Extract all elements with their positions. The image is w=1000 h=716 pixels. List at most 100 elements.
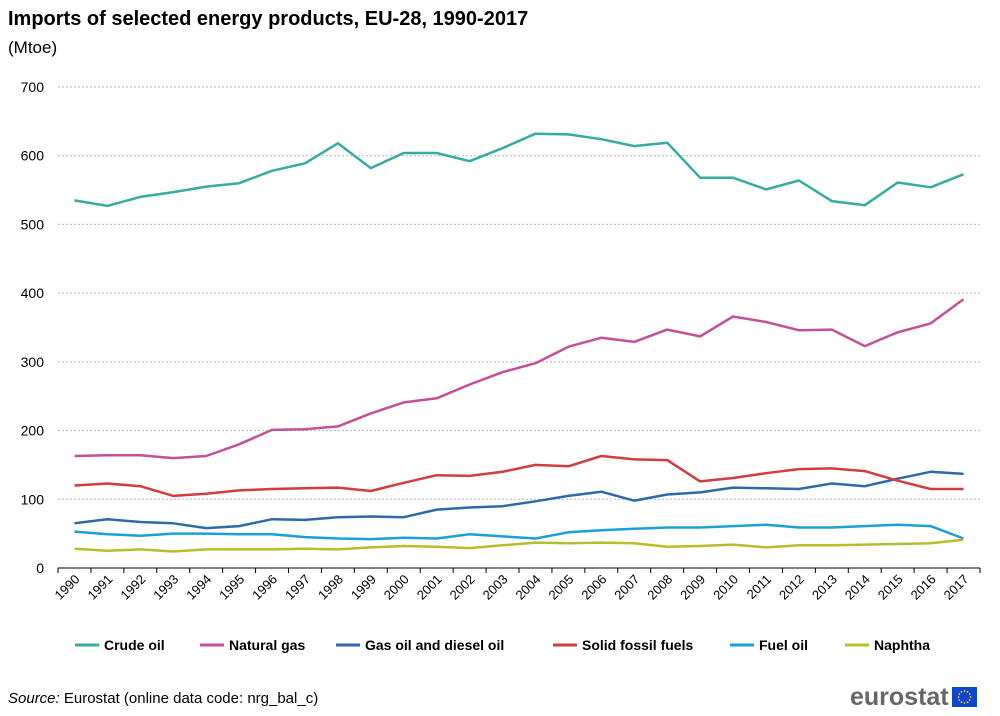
data-point bbox=[336, 547, 340, 551]
data-point bbox=[929, 524, 933, 528]
data-point bbox=[929, 487, 933, 491]
data-point bbox=[731, 176, 735, 180]
source-label: Source: bbox=[8, 690, 60, 707]
data-point bbox=[336, 515, 340, 519]
data-point bbox=[237, 524, 241, 528]
data-point bbox=[632, 527, 636, 531]
x-tick-label: 1994 bbox=[183, 572, 214, 603]
data-point bbox=[435, 473, 439, 477]
data-point bbox=[303, 161, 307, 165]
y-tick-label: 700 bbox=[21, 79, 45, 95]
data-point bbox=[105, 204, 109, 208]
data-point bbox=[533, 536, 537, 540]
data-point bbox=[665, 545, 669, 549]
data-point bbox=[797, 543, 801, 547]
data-point bbox=[698, 544, 702, 548]
data-point bbox=[665, 141, 669, 145]
x-tick-label: 2001 bbox=[414, 572, 445, 603]
x-tick-label: 2005 bbox=[545, 572, 576, 603]
data-point bbox=[270, 532, 274, 536]
data-point bbox=[237, 488, 241, 492]
data-point bbox=[929, 185, 933, 189]
data-point bbox=[566, 494, 570, 498]
series-line-solid-fossil-fuels bbox=[74, 454, 964, 498]
data-point bbox=[599, 137, 603, 141]
data-point bbox=[303, 486, 307, 490]
series-lines bbox=[72, 132, 966, 553]
data-point bbox=[204, 532, 208, 536]
data-point bbox=[336, 486, 340, 490]
eu-star bbox=[958, 699, 960, 701]
data-point bbox=[369, 166, 373, 170]
source-note: Source: Eurostat (online data code: nrg_… bbox=[8, 690, 318, 707]
data-point bbox=[632, 541, 636, 545]
x-tick-label: 1999 bbox=[348, 572, 379, 603]
data-point bbox=[336, 536, 340, 540]
x-tick-label: 1995 bbox=[216, 572, 247, 603]
data-point bbox=[764, 471, 768, 475]
data-point bbox=[72, 547, 76, 551]
legend-label: Fuel oil bbox=[759, 637, 808, 653]
data-point bbox=[270, 517, 274, 521]
x-tick-label: 1990 bbox=[52, 572, 83, 603]
data-point bbox=[435, 151, 439, 155]
data-point bbox=[72, 198, 76, 202]
data-point bbox=[599, 336, 603, 340]
data-point bbox=[566, 132, 570, 136]
data-point bbox=[896, 542, 900, 546]
data-point bbox=[632, 499, 636, 503]
data-point bbox=[830, 328, 834, 332]
x-tick-label: 2015 bbox=[875, 572, 906, 603]
data-point bbox=[171, 521, 175, 525]
data-point bbox=[533, 541, 537, 545]
eu-star bbox=[963, 690, 966, 692]
data-point bbox=[929, 541, 933, 545]
data-point bbox=[369, 411, 373, 415]
data-point bbox=[962, 538, 966, 542]
data-point bbox=[369, 537, 373, 541]
data-point bbox=[501, 543, 505, 547]
data-point bbox=[72, 521, 76, 525]
data-point bbox=[863, 344, 867, 348]
data-point bbox=[599, 490, 603, 494]
data-point bbox=[435, 396, 439, 400]
data-point bbox=[698, 479, 702, 483]
x-tick-label: 2004 bbox=[513, 572, 544, 603]
data-point bbox=[270, 487, 274, 491]
chart-subtitle: (Mtoe) bbox=[8, 38, 58, 57]
x-tick-label: 1993 bbox=[150, 572, 181, 603]
grid-lines bbox=[58, 86, 980, 500]
data-point bbox=[665, 458, 669, 462]
data-point bbox=[830, 481, 834, 485]
data-point bbox=[764, 486, 768, 490]
data-point bbox=[105, 481, 109, 485]
data-point bbox=[797, 178, 801, 182]
eu-star bbox=[968, 699, 971, 701]
data-point bbox=[566, 541, 570, 545]
data-point bbox=[533, 361, 537, 365]
x-tick-label: 1991 bbox=[84, 572, 115, 603]
source-text: Eurostat (online data code: nrg_bal_c) bbox=[59, 690, 319, 707]
x-tick-label: 2010 bbox=[710, 572, 741, 603]
y-tick-label: 200 bbox=[21, 423, 45, 439]
x-tick-label: 2013 bbox=[809, 572, 840, 603]
eu-star bbox=[968, 693, 971, 695]
x-tick-label: 2016 bbox=[908, 572, 939, 603]
data-point bbox=[764, 523, 768, 527]
data-point bbox=[896, 479, 900, 483]
data-point bbox=[665, 492, 669, 496]
x-tick-label: 2008 bbox=[644, 572, 675, 603]
data-point bbox=[830, 543, 834, 547]
data-point bbox=[698, 334, 702, 338]
data-point bbox=[797, 487, 801, 491]
data-point bbox=[566, 345, 570, 349]
data-point bbox=[599, 541, 603, 545]
data-point bbox=[204, 454, 208, 458]
data-point bbox=[533, 463, 537, 467]
eu-star bbox=[966, 701, 969, 704]
data-point bbox=[435, 508, 439, 512]
data-point bbox=[204, 547, 208, 551]
data-point bbox=[204, 185, 208, 189]
data-point bbox=[962, 297, 966, 301]
